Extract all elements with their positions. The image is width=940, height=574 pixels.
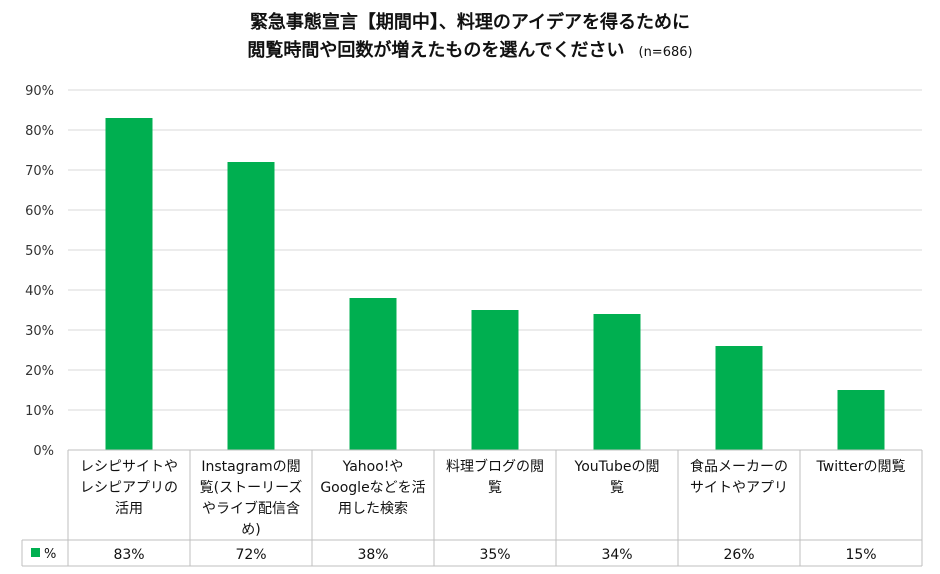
bar (715, 346, 763, 450)
category-label: Googleなどを活 (320, 480, 425, 496)
data-table-value: 34% (601, 547, 632, 563)
y-tick-label: 10% (25, 404, 54, 419)
legend-label: % (44, 547, 56, 562)
data-table-value: 38% (357, 547, 388, 563)
y-tick-label: 60% (25, 204, 54, 219)
y-tick-label: 40% (25, 284, 54, 299)
category-label: サイトやアプリ (690, 480, 788, 496)
category-label: め) (241, 522, 260, 538)
data-table-value: 26% (723, 547, 754, 563)
category-label: レシピサイトや (80, 459, 178, 475)
category-label: Instagramの閲 (201, 459, 300, 475)
y-tick-label: 80% (25, 124, 54, 139)
bar (105, 118, 153, 450)
bar (593, 314, 641, 450)
bar (349, 298, 397, 450)
category-label: 覧 (488, 479, 502, 496)
category-label: YouTubeの閲 (574, 459, 660, 475)
data-table-value: 83% (113, 547, 144, 563)
category-label: Twitterの閲覧 (816, 458, 906, 475)
category-label: 活用 (115, 501, 143, 517)
category-label: 食品メーカーの (690, 458, 788, 475)
legend-swatch (31, 548, 40, 557)
category-label: 覧 (610, 479, 624, 496)
category-label: 覧(ストーリーズ (200, 479, 303, 496)
chart-title-line1: 緊急事態宣言【期間中】、料理のアイデアを得るために (249, 12, 691, 33)
y-tick-label: 90% (25, 84, 54, 99)
chart-title-line2: 閲覧時間や回数が増えたものを選んでください (n=686) (247, 40, 693, 61)
bar (471, 310, 519, 450)
y-tick-label: 50% (25, 244, 54, 259)
category-label: レシピアプリの (80, 480, 178, 496)
category-label: やライブ配信含 (202, 500, 300, 517)
y-tick-label: 30% (25, 324, 54, 339)
category-label: 料理ブログの閲 (446, 458, 544, 475)
data-table-value: 72% (235, 547, 266, 563)
data-table-value: 35% (479, 547, 510, 563)
y-tick-label: 20% (25, 364, 54, 379)
bar (837, 390, 885, 450)
y-tick-label: 0% (33, 444, 54, 459)
bar (227, 162, 275, 450)
sample-size-note: (n=686) (638, 45, 693, 60)
category-label: Yahoo!や (342, 459, 404, 475)
category-label: 用した検索 (338, 500, 408, 517)
y-tick-label: 70% (25, 164, 54, 179)
data-table-value: 15% (845, 547, 876, 563)
